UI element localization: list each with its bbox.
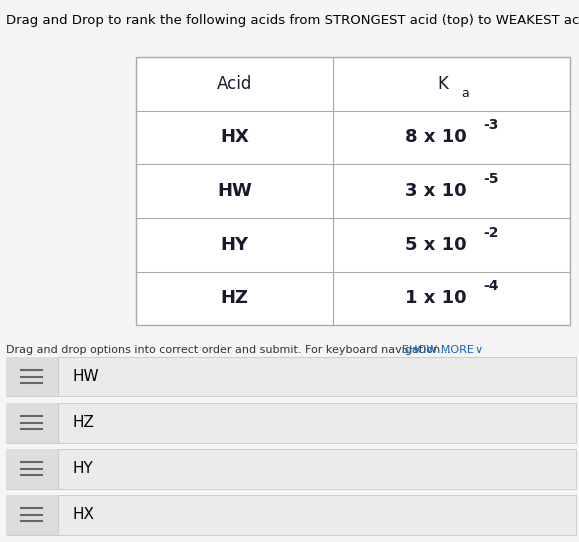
Text: -4: -4 xyxy=(483,280,499,293)
Text: HX: HX xyxy=(220,128,249,146)
Text: 8 x 10: 8 x 10 xyxy=(405,128,467,146)
Text: ∨: ∨ xyxy=(475,345,483,354)
Text: a: a xyxy=(461,87,469,100)
Text: 5 x 10: 5 x 10 xyxy=(405,236,467,254)
Text: Drag and Drop to rank the following acids from STRONGEST acid (top) to WEAKEST a: Drag and Drop to rank the following acid… xyxy=(6,14,579,27)
FancyBboxPatch shape xyxy=(6,449,576,489)
Text: HZ: HZ xyxy=(72,415,94,430)
Text: -2: -2 xyxy=(483,226,499,240)
Text: HZ: HZ xyxy=(221,289,248,307)
Text: Drag and drop options into correct order and submit. For keyboard navigation...: Drag and drop options into correct order… xyxy=(6,345,451,354)
Text: HY: HY xyxy=(72,461,93,476)
Text: -5: -5 xyxy=(483,172,499,186)
Text: HW: HW xyxy=(72,369,99,384)
FancyBboxPatch shape xyxy=(136,57,570,325)
FancyBboxPatch shape xyxy=(6,357,576,397)
FancyBboxPatch shape xyxy=(6,495,58,534)
Text: K: K xyxy=(437,75,448,93)
Text: SHOW MORE: SHOW MORE xyxy=(402,345,474,354)
FancyBboxPatch shape xyxy=(6,495,576,534)
FancyBboxPatch shape xyxy=(6,403,58,442)
Text: 3 x 10: 3 x 10 xyxy=(405,182,467,200)
FancyBboxPatch shape xyxy=(6,449,58,489)
FancyBboxPatch shape xyxy=(6,403,576,442)
Text: HY: HY xyxy=(221,236,248,254)
Text: Acid: Acid xyxy=(217,75,252,93)
Text: 1 x 10: 1 x 10 xyxy=(405,289,467,307)
FancyBboxPatch shape xyxy=(6,357,58,397)
Text: -3: -3 xyxy=(483,119,499,132)
Text: HW: HW xyxy=(217,182,252,200)
Text: HX: HX xyxy=(72,507,94,522)
